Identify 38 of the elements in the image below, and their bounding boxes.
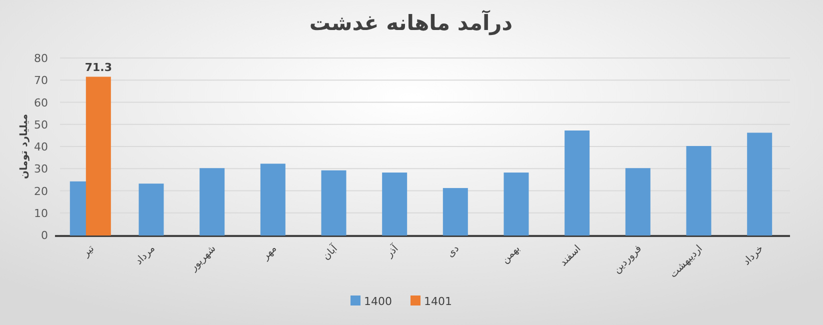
x-tick-label: تیر [80,243,97,260]
y-tick-label: 70 [34,74,48,88]
x-tick-label: دی [445,243,462,260]
bar [382,172,408,236]
legend-label: 1401 [424,295,452,308]
y-axis-title: میلیارد تومان [19,114,30,180]
x-tick-label: اردیبهشت [668,243,705,280]
bar [321,170,346,236]
y-tick-label: 20 [34,184,48,198]
x-tick-label: شهریور [188,243,218,274]
bar [625,168,650,236]
x-tick-label: اسفند [558,243,584,268]
y-tick-label: 60 [34,96,48,110]
legend-label: 1400 [364,295,392,308]
x-tick-label: آبان [319,241,341,262]
x-tick-label: آذر [382,241,402,260]
y-tick-label: 30 [34,162,48,176]
bar [442,188,468,236]
x-tick-label: خرداد [741,243,766,268]
bar [200,168,225,236]
y-tick-label: 50 [34,118,48,132]
y-tick-label: 40 [34,140,48,154]
bar [747,132,772,236]
y-tick-label: 80 [34,52,48,65]
bar [138,184,164,236]
x-tick-label: فروردین [612,243,644,276]
data-label: 71.3 [84,61,112,74]
x-tick-label: بهمن [500,243,522,266]
bar [564,130,590,236]
y-tick-label: 10 [34,206,48,220]
x-tick-label: مهر [260,243,280,263]
bar [686,146,712,236]
bar [260,164,286,236]
x-tick-label: مرداد [134,243,158,268]
y-tick-label: 0 [41,229,48,242]
bar [86,76,111,236]
chart-title: درآمد ماهانه غدشت [309,9,513,36]
bar [504,172,529,236]
